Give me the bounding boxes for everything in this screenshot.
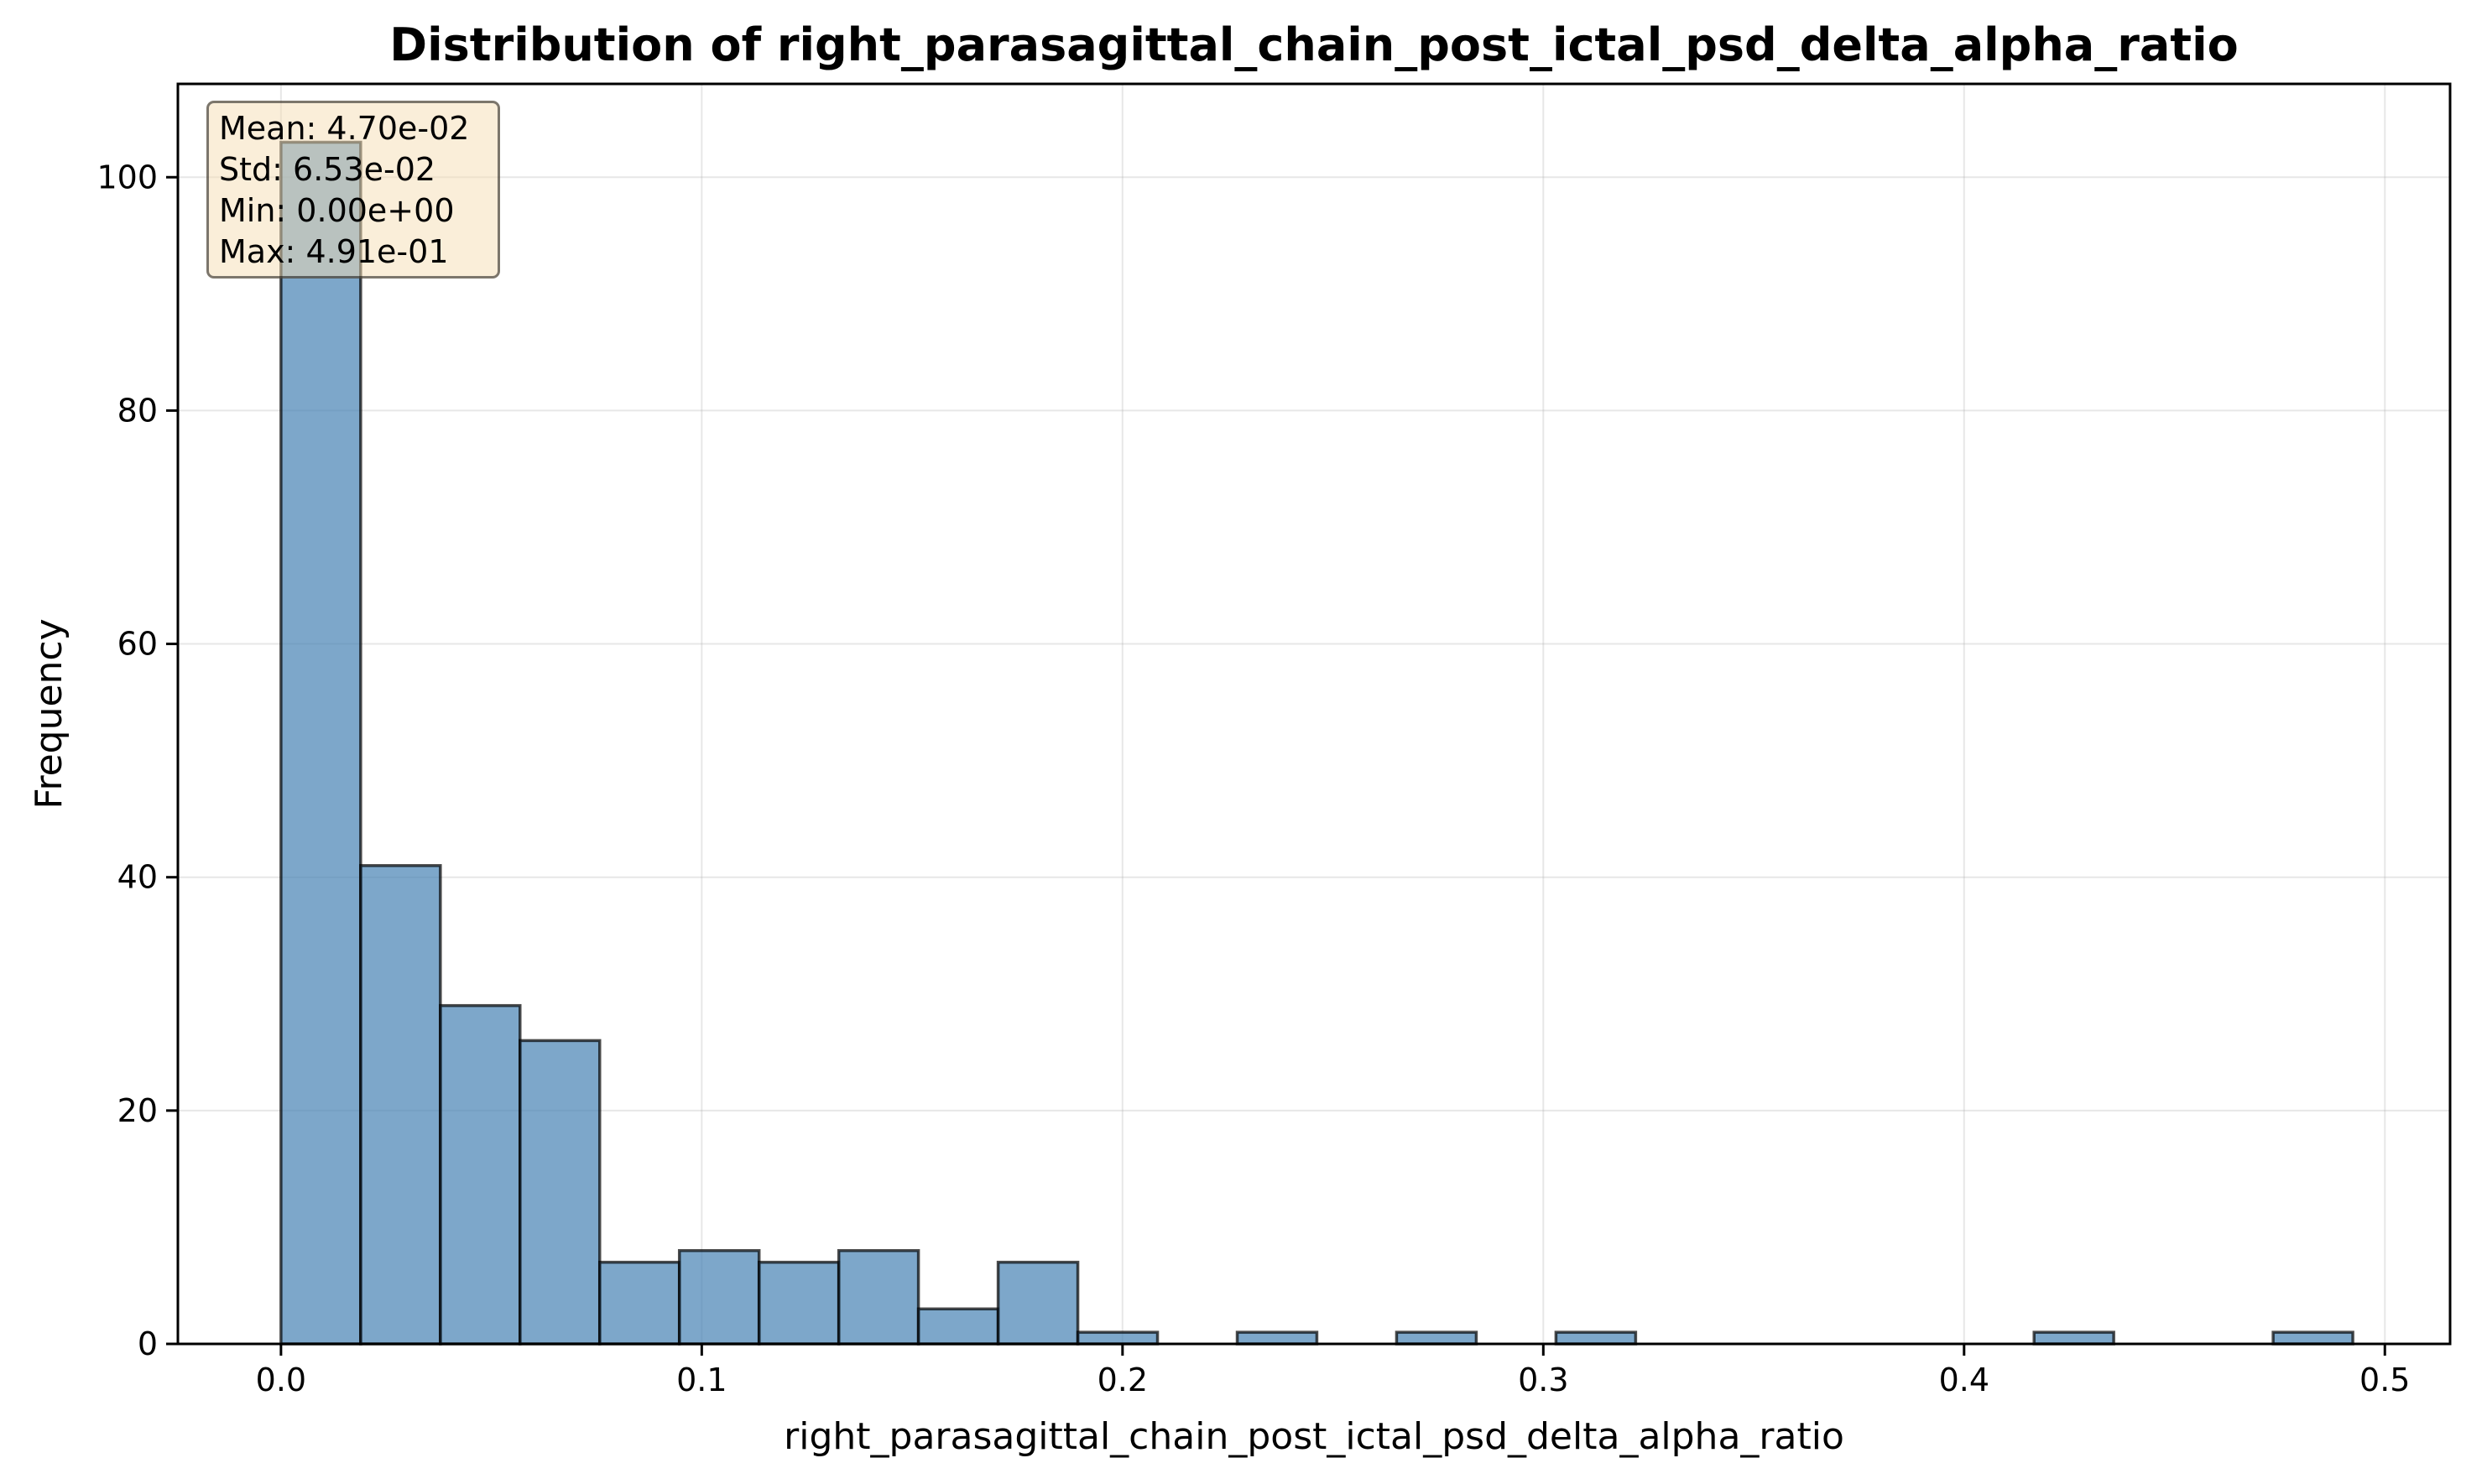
histogram-bar [1554, 1330, 1638, 1346]
histogram-bar [359, 864, 442, 1346]
x-tick-label: 0.4 [1939, 1362, 1989, 1398]
stats-max: Max: 4.91e-01 [219, 233, 449, 270]
histogram-bar [916, 1307, 1000, 1346]
x-axis-ticks: 0.0 0.1 0.2 0.3 0.4 0.5 [256, 1344, 2410, 1398]
y-tick-label: 20 [117, 1092, 158, 1129]
histogram-bar [837, 1248, 920, 1346]
histogram-bar [1235, 1330, 1319, 1346]
stats-mean: Mean: 4.70e-02 [219, 110, 470, 147]
x-tick-label: 0.3 [1518, 1362, 1568, 1398]
x-tick-label: 0.5 [2359, 1362, 2410, 1398]
histogram-bar [597, 1260, 681, 1346]
histogram-bar [677, 1248, 761, 1346]
y-tick-label: 0 [138, 1325, 158, 1362]
histogram-bar [279, 140, 362, 1346]
stats-std: Std: 6.53e-02 [219, 151, 436, 188]
histogram-bar [757, 1260, 841, 1346]
x-tick-label: 0.2 [1098, 1362, 1148, 1398]
chart-title: Distribution of right_parasagittal_chain… [389, 18, 2238, 71]
x-tick-label: 0.0 [256, 1362, 306, 1398]
x-axis-label: right_parasagittal_chain_post_ictal_psd_… [784, 1415, 1844, 1458]
histogram-bar [996, 1260, 1080, 1346]
x-tick-label: 0.1 [676, 1362, 727, 1398]
y-tick-label: 100 [96, 159, 158, 195]
histogram-bar [439, 1003, 522, 1346]
y-axis-ticks: 0 20 40 60 80 100 [96, 159, 178, 1362]
y-tick-label: 60 [117, 626, 158, 663]
histogram-bar [2032, 1330, 2115, 1346]
stats-box: Mean: 4.70e-02 Std: 6.53e-02 Min: 0.00e+… [206, 101, 500, 279]
histogram-bar [1395, 1330, 1478, 1346]
y-axis-label: Frequency [28, 618, 70, 809]
histogram-bar [519, 1039, 602, 1346]
plot-frame [176, 82, 2452, 1346]
histogram-bar [2271, 1330, 2354, 1346]
histogram-bar [1076, 1330, 1160, 1346]
stats-min: Min: 0.00e+00 [219, 192, 455, 229]
y-tick-label: 40 [117, 859, 158, 896]
y-tick-label: 80 [117, 392, 158, 429]
histogram-bars [279, 140, 2354, 1346]
